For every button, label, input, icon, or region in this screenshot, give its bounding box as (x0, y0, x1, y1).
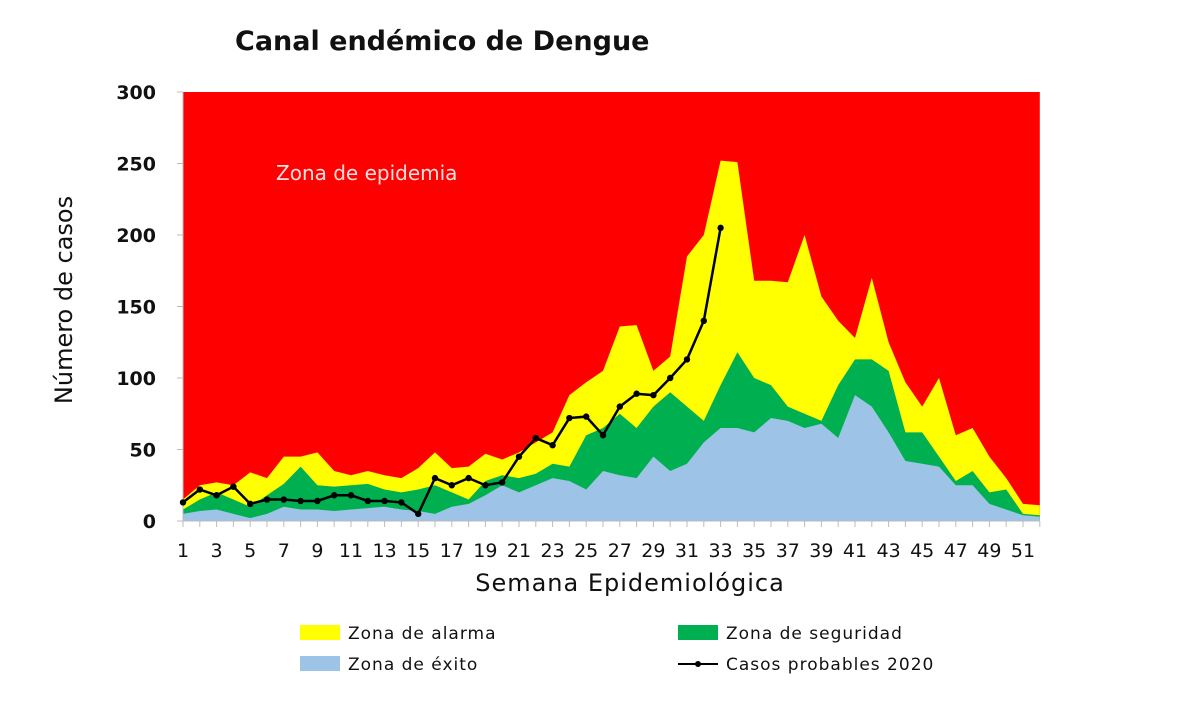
x-tick-label: 37 (776, 540, 800, 562)
point-casos-probables-2020 (364, 497, 371, 505)
point-casos-probables-2020 (381, 497, 388, 505)
point-casos-probables-2020 (499, 479, 506, 486)
legend-label-exito: Zona de éxito (348, 655, 478, 675)
chart-title: Canal endémico de Dengue (235, 26, 650, 57)
point-casos-probables-2020 (213, 492, 220, 499)
point-casos-probables-2020 (515, 453, 523, 460)
point-casos-probables-2020 (599, 432, 607, 439)
point-casos-probables-2020 (280, 496, 287, 503)
point-casos-probables-2020 (398, 499, 405, 506)
point-casos-probables-2020 (667, 374, 674, 382)
point-casos-probables-2020 (465, 474, 472, 482)
x-tick-label: 27 (608, 540, 632, 562)
point-casos-probables-2020 (683, 356, 691, 363)
x-tick-label: 29 (641, 540, 665, 562)
y-tick-label: 300 (116, 82, 156, 104)
point-casos-probables-2020 (633, 390, 640, 397)
y-tick-label: 50 (130, 440, 156, 462)
legend-swatch-exito (300, 656, 340, 671)
legend: Zona de alarma Zona de seguridad Zona de… (300, 624, 934, 675)
x-tick-label: 11 (339, 540, 363, 562)
x-tick-label: 19 (473, 540, 497, 562)
x-tick-label: 49 (977, 540, 1001, 562)
x-tick-label: 25 (574, 540, 598, 562)
x-tick-label: 7 (278, 540, 290, 562)
y-tick-label: 150 (116, 297, 156, 319)
x-tick-label: 3 (211, 540, 223, 562)
x-axis-label: Semana Epidemiológica (475, 569, 785, 597)
x-tick-label: 21 (507, 540, 531, 562)
x-tick-label: 47 (944, 540, 968, 562)
y-axis-label: Número de casos (50, 196, 78, 404)
x-tick-label: 5 (244, 540, 256, 562)
point-casos-probables-2020 (616, 403, 623, 410)
point-casos-probables-2020 (297, 497, 304, 505)
point-casos-probables-2020 (230, 483, 237, 490)
x-tick-label: 9 (311, 540, 323, 562)
epidemia-annotation: Zona de epidemia (276, 161, 457, 185)
point-casos-probables-2020 (331, 492, 338, 499)
point-casos-probables-2020 (650, 391, 657, 399)
point-casos-probables-2020 (583, 413, 590, 420)
x-tick-label: 45 (910, 540, 934, 562)
legend-label-casos: Casos probables 2020 (726, 655, 934, 675)
area-zona-de-éxito (183, 395, 1040, 521)
point-casos-probables-2020 (347, 492, 355, 499)
x-tick-label: 1 (177, 540, 189, 562)
point-casos-probables-2020 (415, 510, 422, 518)
x-tick-label: 35 (742, 540, 766, 562)
x-tick-label: 17 (440, 540, 464, 562)
point-casos-probables-2020 (717, 224, 724, 232)
y-tick-label: 250 (116, 154, 156, 176)
point-casos-probables-2020 (448, 482, 455, 489)
point-casos-probables-2020 (196, 486, 203, 493)
point-casos-probables-2020 (566, 414, 573, 422)
legend-label-seguridad: Zona de seguridad (726, 624, 903, 644)
point-casos-probables-2020 (247, 500, 254, 508)
point-casos-probables-2020 (532, 434, 539, 442)
legend-swatch-seguridad (678, 625, 718, 640)
legend-marker-casos (695, 661, 701, 667)
y-tick-label: 200 (116, 225, 156, 247)
point-casos-probables-2020 (549, 442, 556, 449)
legend-label-alarma: Zona de alarma (348, 624, 497, 644)
x-tick-label: 43 (877, 540, 901, 562)
y-tick-label: 100 (116, 368, 156, 390)
x-tick-label: 41 (843, 540, 867, 562)
y-tick-label: 0 (143, 511, 156, 533)
x-tick-label: 13 (373, 540, 397, 562)
legend-swatch-alarma (300, 625, 340, 640)
x-tick-label: 33 (709, 540, 733, 562)
point-casos-probables-2020 (179, 499, 187, 506)
point-casos-probables-2020 (431, 474, 439, 482)
x-tick-label: 31 (675, 540, 699, 562)
point-casos-probables-2020 (700, 317, 707, 324)
x-tick-label: 15 (406, 540, 430, 562)
x-tick-label: 51 (1011, 540, 1035, 562)
point-casos-probables-2020 (263, 496, 271, 503)
x-tick-label: 39 (809, 540, 833, 562)
x-tick-label: 23 (541, 540, 565, 562)
point-casos-probables-2020 (314, 497, 321, 505)
point-casos-probables-2020 (482, 482, 489, 489)
